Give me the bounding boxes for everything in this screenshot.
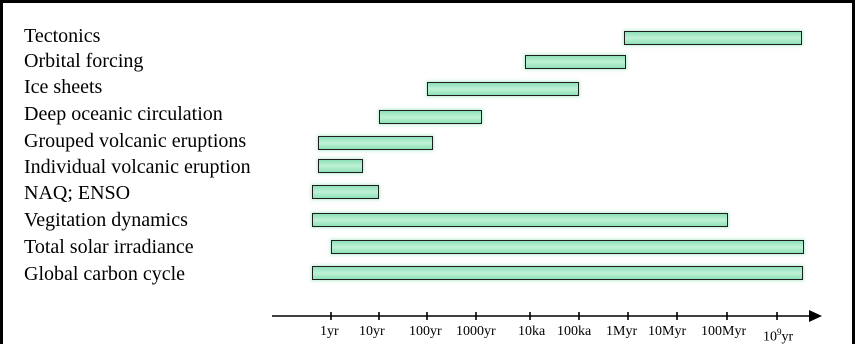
range-bar-global-carbon-cycle [312, 266, 803, 280]
tick-label-10-9yr-base: 10 [763, 329, 777, 345]
tick-label-1000yr: 1000yr [456, 324, 496, 339]
tick-label-10-9yr: 109yr [763, 324, 793, 346]
tick-label-10-9yr-exponent: 9 [777, 327, 782, 337]
tick-label-10-9yr-unit: yr [781, 329, 794, 345]
process-label-individual-volcanic-eruption: Individual volcanic eruption [24, 156, 251, 178]
process-label-total-solar-irradiance: Total solar irradiance [24, 236, 194, 258]
tick-label-1myr: 1Myr [606, 324, 638, 339]
axis-tick-marks [330, 312, 778, 320]
process-label-ice-sheets: Ice sheets [24, 76, 103, 98]
range-bar-individual-volcanic-eruption [318, 159, 363, 173]
range-bar-orbital-forcing [525, 55, 626, 69]
tick-label-10yr: 10yr [359, 324, 385, 339]
range-bar-naq-enso [312, 185, 379, 199]
tick-label-10myr: 10Myr [648, 324, 687, 339]
range-bar-total-solar-irradiance [331, 240, 804, 254]
range-bar-ice-sheets [427, 82, 579, 96]
process-label-global-carbon-cycle: Global carbon cycle [24, 263, 186, 285]
process-label-vegitation-dynamics: Vegitation dynamics [24, 209, 188, 231]
process-label-deep-oceanic-circulation: Deep oceanic circulation [24, 103, 223, 125]
process-label-grouped-volcanic-eruptions: Grouped volcanic eruptions [24, 130, 247, 152]
process-label-naq-enso: NAQ; ENSO [24, 182, 131, 204]
process-label-tectonics: Tectonics [24, 25, 101, 47]
axis-arrowhead [809, 310, 822, 322]
range-bar-deep-oceanic-circulation [379, 110, 482, 124]
tick-label-100myr: 100Myr [701, 324, 747, 339]
range-bar-tectonics [624, 31, 802, 45]
process-label-orbital-forcing: Orbital forcing [24, 50, 144, 72]
tick-label-100yr: 100yr [409, 324, 442, 339]
tick-label-10ka: 10ka [518, 324, 546, 339]
range-bar-vegitation-dynamics [312, 213, 728, 227]
range-bar-grouped-volcanic-eruptions [318, 136, 433, 150]
tick-label-1yr: 1yr [320, 324, 339, 339]
tick-label-100ka: 100ka [557, 324, 592, 339]
